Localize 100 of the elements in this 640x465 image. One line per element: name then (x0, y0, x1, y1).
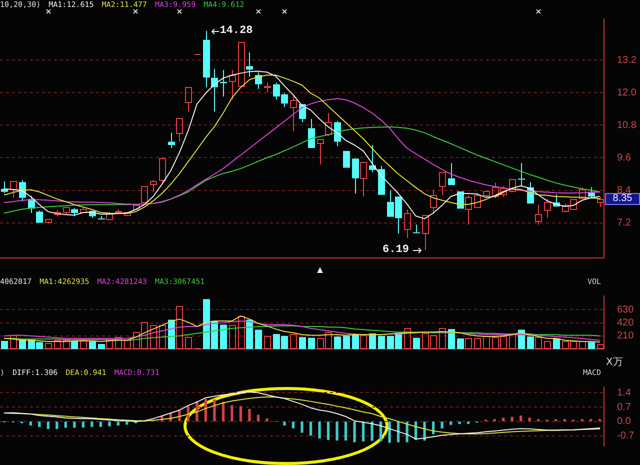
bar (457, 338, 464, 349)
bar (38, 422, 41, 427)
bar (73, 422, 76, 428)
bar (239, 406, 242, 422)
bar (553, 338, 560, 349)
bar (474, 338, 481, 349)
bar (352, 334, 359, 349)
y-tick-label: 9.6 (617, 152, 632, 164)
text: 8.35 (605, 193, 640, 205)
bar (230, 405, 234, 422)
candlestick (465, 195, 472, 226)
bar (90, 422, 94, 427)
bar (520, 416, 522, 422)
bar (362, 422, 365, 442)
candlestick (1, 180, 8, 194)
candlestick (378, 165, 385, 195)
bar (64, 422, 67, 428)
bar (204, 398, 208, 422)
bar (63, 340, 70, 349)
bar (336, 422, 338, 441)
bar (334, 336, 341, 349)
bar (220, 324, 227, 349)
bar (256, 414, 260, 422)
bar (264, 336, 271, 349)
bar (370, 422, 374, 441)
bar (229, 325, 236, 349)
bar (98, 344, 105, 349)
candlestick (308, 118, 315, 148)
bar (108, 422, 111, 426)
bar (283, 422, 286, 426)
y-tick-label: 0.0 (617, 416, 632, 428)
bar (71, 340, 78, 349)
candlestick (80, 207, 87, 213)
bar (115, 337, 122, 349)
bar (292, 422, 295, 428)
candlestick (290, 96, 297, 132)
candlestick (535, 204, 542, 226)
annotation: 6.19 (382, 244, 409, 256)
candlestick (246, 52, 253, 78)
candlestick (413, 224, 420, 234)
bar (308, 338, 315, 349)
candlestick (448, 162, 455, 186)
bar (588, 342, 595, 349)
bar (124, 340, 131, 349)
bar (126, 422, 128, 425)
candlestick (544, 198, 551, 218)
bar (82, 422, 84, 428)
bar (344, 422, 348, 441)
bar (176, 306, 183, 349)
bar (440, 422, 444, 428)
bar (238, 316, 245, 349)
candlestick (133, 205, 140, 210)
bar (80, 340, 87, 349)
bar (45, 343, 52, 349)
bar (299, 337, 306, 349)
bar (404, 328, 411, 349)
bar (106, 340, 113, 349)
bar (159, 325, 166, 349)
bar (300, 422, 304, 433)
bar (388, 422, 391, 443)
candlestick (352, 158, 359, 194)
bar (89, 342, 96, 349)
y-tick-label: 1.4 (617, 387, 632, 398)
candlestick (404, 208, 411, 238)
y-tick-label: 7.2 (617, 218, 632, 229)
bar (222, 402, 225, 422)
bar (510, 416, 514, 422)
bar (326, 422, 330, 440)
bar (544, 341, 551, 349)
bar (509, 334, 516, 349)
bar (502, 418, 505, 422)
candlestick (229, 69, 236, 100)
bar (379, 422, 382, 442)
bar (535, 337, 542, 349)
bar (448, 329, 455, 349)
bar (465, 338, 472, 349)
y-tick-label: 210 (617, 330, 634, 342)
bar (466, 422, 470, 424)
candlestick (36, 210, 43, 223)
y-axis-title: X万 (606, 357, 623, 368)
bar (248, 408, 251, 422)
candlestick (518, 162, 525, 186)
bar (10, 335, 17, 349)
candlestick (325, 112, 332, 137)
bar (46, 422, 50, 429)
bar (1, 340, 8, 349)
candlestick (98, 216, 105, 220)
bar (56, 422, 58, 429)
bar (413, 338, 420, 349)
bar (449, 422, 452, 425)
y-tick-label: 12.0 (617, 87, 637, 98)
bar (528, 418, 531, 422)
bar (185, 337, 192, 349)
bar (378, 336, 385, 349)
candlestick (343, 150, 350, 168)
candlestick (168, 132, 175, 148)
bar (597, 344, 604, 349)
bar (290, 334, 297, 349)
bar (458, 422, 461, 424)
candlestick (422, 215, 429, 251)
